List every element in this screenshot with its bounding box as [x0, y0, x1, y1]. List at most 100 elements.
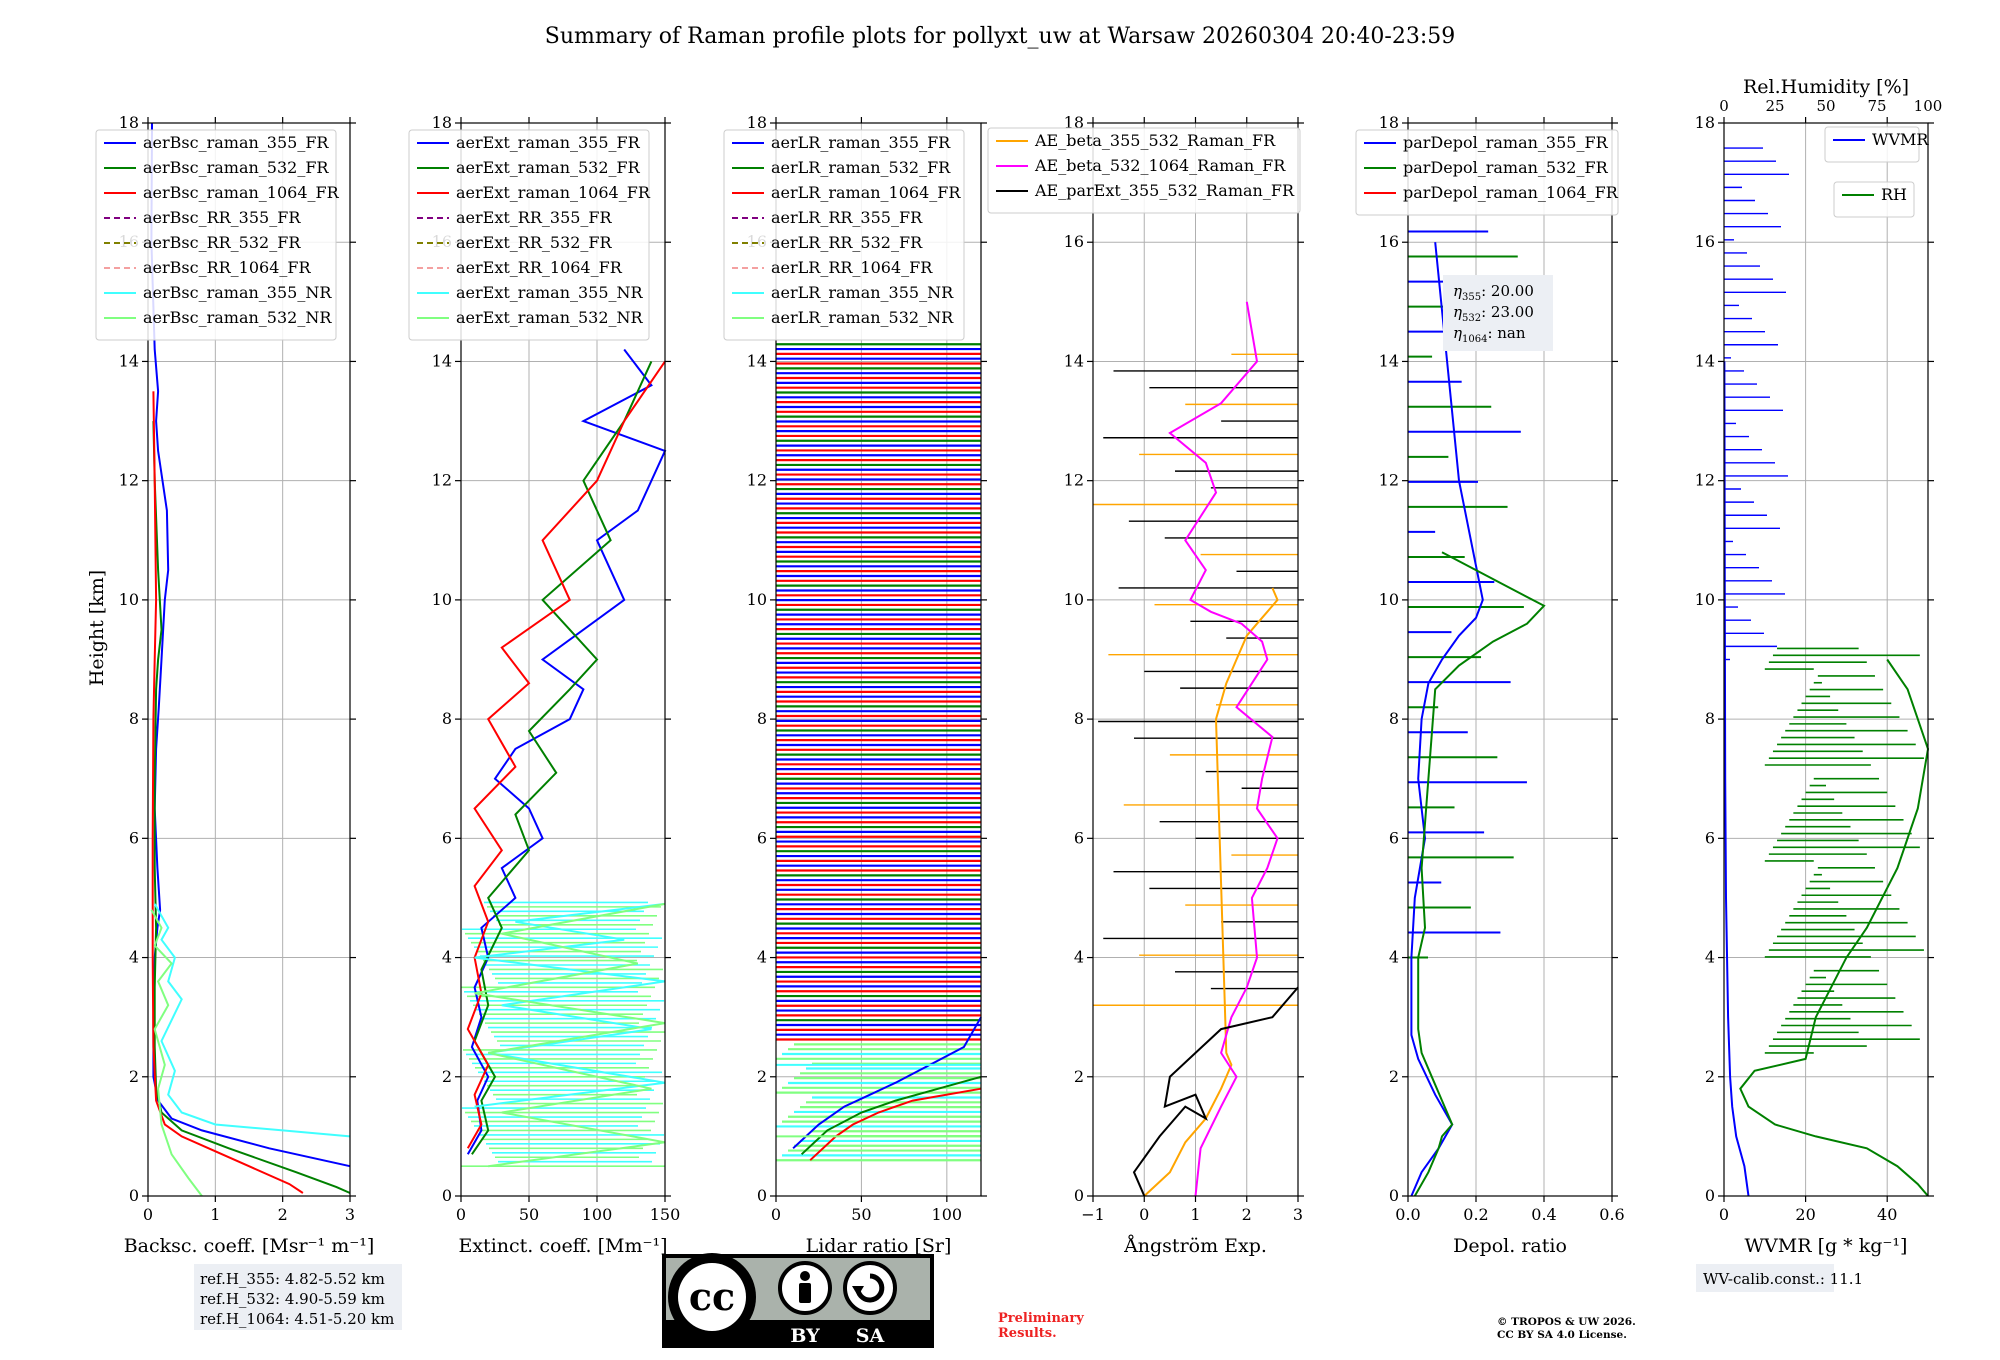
series-aerExt_raman_355_NR: [474, 902, 666, 1108]
series-WVMR: [1723, 361, 1750, 1197]
panel-bsc: 0246810121416180123Backsc. coeff. [Msr⁻¹…: [95, 113, 374, 1257]
x-tick-label: 0.4: [1531, 1205, 1556, 1224]
x-axis-label: Extinct. coeff. [Mm⁻¹]: [458, 1235, 667, 1257]
y-axis-label: Height [km]: [86, 570, 108, 686]
y-tick-label: 0: [129, 1186, 139, 1205]
y-tick-label: 8: [129, 709, 139, 728]
y-tick-label: 16: [1695, 232, 1715, 251]
legend-label: aerExt_raman_355_FR: [456, 133, 641, 152]
y-tick-label: 18: [747, 113, 767, 132]
legend-label: aerBsc_raman_532_NR: [143, 308, 332, 327]
y-tick-label: 14: [432, 351, 452, 370]
ref-height-1064: ref.H_1064: 4.51-5.20 km: [200, 1310, 394, 1328]
preliminary-line-2: Results.: [998, 1326, 1057, 1341]
x-tick-label: 0: [143, 1205, 153, 1224]
legend-box: [1355, 129, 1619, 216]
legend-label: aerLR_RR_1064_FR: [771, 258, 933, 277]
ref-height-532: ref.H_532: 4.90-5.59 km: [200, 1290, 385, 1308]
y-tick-label: 0: [442, 1186, 452, 1205]
y-tick-label: 4: [1389, 948, 1399, 967]
y-tick-label: 4: [1074, 948, 1084, 967]
legend-label: parDepol_raman_1064_FR: [1403, 183, 1619, 202]
legend-dep: parDepol_raman_355_FR parDepol_raman_532_…: [1355, 129, 1619, 216]
y-tick-label: 0: [757, 1186, 767, 1205]
legend-label: aerExt_raman_355_NR: [456, 283, 644, 302]
y-tick-label: 12: [119, 471, 139, 490]
legend-label: AE_parExt_355_532_Raman_FR: [1034, 181, 1295, 200]
x-tick-label: 50: [851, 1205, 871, 1224]
x-tick-label: 20: [1795, 1205, 1815, 1224]
legend-label: aerBsc_raman_532_FR: [143, 158, 329, 177]
legend-label: aerExt_RR_1064_FR: [456, 258, 623, 277]
series-aerExt_raman_1064_FR: [466, 360, 666, 1149]
y-tick-label: 10: [1379, 590, 1399, 609]
x-tick-label: 0: [1139, 1205, 1149, 1224]
y-tick-label: 14: [1379, 351, 1399, 370]
top-tick-label: 25: [1765, 97, 1784, 115]
series-aerExt_raman_532_NR: [474, 902, 666, 1168]
y-tick-label: 12: [747, 471, 767, 490]
eta-532: η532: 23.00: [1453, 303, 1534, 324]
cc-license-badge[interactable]: cc BY SA: [662, 1253, 934, 1348]
top-axis-label: Rel.Humidity [%]: [1743, 76, 1909, 98]
y-tick-label: 16: [1379, 232, 1399, 251]
legend-label: aerBsc_RR_355_FR: [143, 208, 301, 227]
panels: 0246810121416180123Backsc. coeff. [Msr⁻¹…: [95, 76, 1943, 1257]
badge-sa-label: SA: [856, 1325, 885, 1347]
x-tick-label: 3: [1293, 1205, 1303, 1224]
legend-lr: aerLR_raman_355_FR aerLR_raman_532_FR aerL…: [723, 129, 965, 341]
y-tick-label: 2: [442, 1067, 452, 1086]
legend-bsc: aerBsc_raman_355_FR aerBsc_raman_532_FRae…: [95, 129, 340, 341]
y-tick-label: 18: [1695, 113, 1715, 132]
axes-frame: [775, 122, 982, 1197]
top-tick-label: 100: [1914, 97, 1943, 115]
axes-frame: [460, 122, 666, 1197]
y-tick-label: 16: [1064, 232, 1084, 251]
x-tick-label: 50: [519, 1205, 539, 1224]
legend-box: [987, 127, 1301, 214]
top-tick-label: 50: [1816, 97, 1835, 115]
series-aerLR_raman_532_FR: [800, 1075, 982, 1156]
y-tick-label: 4: [1705, 948, 1715, 967]
legend-label: aerBsc_RR_532_FR: [143, 233, 301, 252]
series-parDepol_raman_532_FR: [1413, 551, 1546, 1197]
legend-label: aerBsc_raman_1064_FR: [143, 183, 340, 202]
top-tick-label: 0: [1719, 97, 1729, 115]
cc-logo-icon: cc: [668, 1253, 756, 1341]
legend-label: parDepol_raman_532_FR: [1403, 158, 1609, 177]
y-tick-label: 2: [1074, 1067, 1084, 1086]
y-tick-label: 6: [1074, 828, 1084, 847]
y-tick-label: 8: [1389, 709, 1399, 728]
top-tick-label: 75: [1867, 97, 1886, 115]
y-tick-label: 18: [432, 113, 452, 132]
y-tick-label: 0: [1705, 1186, 1715, 1205]
ref-height-355: ref.H_355: 4.82-5.52 km: [200, 1270, 385, 1288]
legend-label: aerLR_RR_355_FR: [771, 208, 923, 227]
series-aerBsc_raman_1064_FR: [151, 391, 304, 1194]
legend-label: aerLR_raman_532_NR: [771, 308, 954, 327]
y-tick-label: 12: [1695, 471, 1715, 490]
y-tick-label: 6: [442, 828, 452, 847]
x-tick-label: 2: [1242, 1205, 1252, 1224]
y-tick-label: 6: [1389, 828, 1399, 847]
legend-box: [95, 129, 337, 341]
y-tick-label: 4: [442, 948, 452, 967]
series-AE_beta_355_532_Raman_FR: [1143, 587, 1279, 1197]
series-RH: [1739, 658, 1930, 1197]
y-tick-label: 10: [1064, 590, 1084, 609]
eta-1064: η1064: nan: [1453, 324, 1526, 345]
legend-label: aerBsc_raman_355_FR: [143, 133, 329, 152]
ref-heights-box: ref.H_355: 4.82-5.52 km ref.H_532: 4.90-…: [194, 1264, 402, 1330]
eta-box-bg: [1443, 275, 1553, 351]
legend-box: [408, 129, 650, 341]
y-tick-label: 2: [129, 1067, 139, 1086]
x-tick-label: 100: [582, 1205, 613, 1224]
y-tick-label: 10: [432, 590, 452, 609]
y-tick-label: 2: [1705, 1067, 1715, 1086]
y-tick-label: 0: [1074, 1186, 1084, 1205]
x-tick-label: 2: [278, 1205, 288, 1224]
x-tick-label: 1: [1190, 1205, 1200, 1224]
y-tick-label: 8: [1074, 709, 1084, 728]
